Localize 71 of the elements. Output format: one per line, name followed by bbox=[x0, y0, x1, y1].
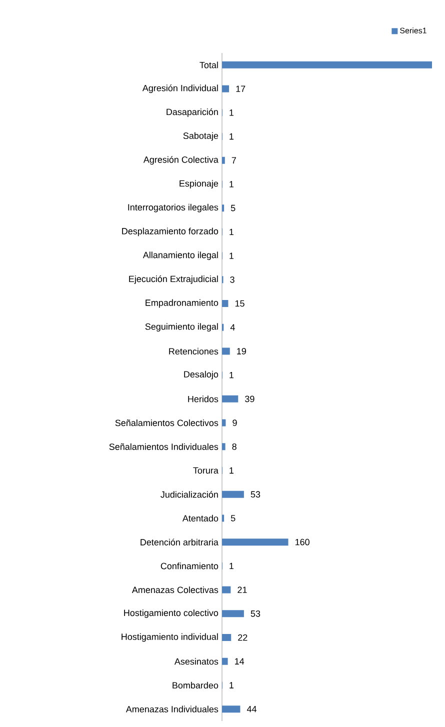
y-tick-label: Retenciones bbox=[169, 348, 218, 355]
bar bbox=[222, 85, 230, 92]
y-tick-label: Confinamiento bbox=[160, 562, 218, 570]
legend-label: Series1 bbox=[400, 27, 426, 34]
data-label: 8 bbox=[232, 443, 236, 450]
y-tick-label: Dasaparición bbox=[166, 108, 218, 117]
y-tick-label: Amenazas Colectivas bbox=[132, 586, 218, 594]
y-tick-label: Total bbox=[200, 62, 218, 68]
bar bbox=[222, 586, 231, 594]
bar bbox=[222, 61, 432, 68]
data-label: 14 bbox=[235, 658, 244, 664]
bar bbox=[222, 634, 232, 642]
y-tick-label: Allanamiento ilegal bbox=[142, 252, 218, 260]
data-label: 7 bbox=[232, 157, 236, 164]
y-tick-label: Agresión Individual bbox=[142, 84, 218, 94]
data-label: 1 bbox=[230, 181, 234, 188]
data-label: 19 bbox=[237, 348, 246, 354]
y-tick-label: Señalamientos Colectivos bbox=[115, 419, 218, 426]
bar bbox=[222, 348, 230, 355]
bar bbox=[222, 706, 240, 713]
y-tick-label: Atentado bbox=[182, 514, 218, 522]
data-label: 1 bbox=[230, 562, 234, 570]
y-tick-label: Torura bbox=[193, 467, 218, 474]
bar bbox=[222, 300, 228, 307]
data-label: 22 bbox=[238, 634, 248, 641]
y-tick-label: Bombardeo bbox=[172, 682, 218, 689]
data-label: 1 bbox=[230, 372, 234, 378]
y-tick-label: Asesinatos bbox=[174, 658, 218, 665]
y-tick-label: Amenazas Individuales bbox=[126, 706, 218, 712]
y-tick-label: Hostigamiento colectivo bbox=[124, 609, 218, 618]
data-label: 160 bbox=[295, 538, 310, 546]
y-tick-label: Desplazamiento forzado bbox=[122, 228, 218, 236]
data-label: 1 bbox=[230, 110, 234, 116]
y-tick-label: Seguimiento ilegal bbox=[145, 323, 218, 332]
data-label: 21 bbox=[238, 586, 247, 593]
bar bbox=[222, 658, 228, 665]
data-label: 3 bbox=[230, 276, 234, 283]
y-tick-label: Espionaje bbox=[180, 180, 218, 188]
data-label: 53 bbox=[250, 610, 260, 617]
bar bbox=[222, 538, 288, 546]
data-label: 5 bbox=[230, 515, 236, 522]
data-label: 1 bbox=[230, 467, 234, 474]
y-tick-label: Empadronamiento bbox=[146, 299, 218, 308]
data-label: 9 bbox=[232, 420, 237, 426]
y-tick-label: Detención arbitraria bbox=[140, 538, 218, 546]
bar bbox=[222, 419, 226, 426]
data-label: 4 bbox=[230, 324, 235, 330]
data-label: 15 bbox=[235, 300, 244, 307]
y-tick-label: Agresión Colectiva bbox=[143, 156, 218, 165]
y-tick-label: Judicialización bbox=[160, 490, 218, 498]
y-tick-label: Sabotaje bbox=[183, 132, 218, 141]
data-label: 1 bbox=[230, 252, 234, 259]
y-tick-label: Señalamientos Individuales bbox=[109, 443, 218, 450]
bar bbox=[222, 490, 244, 498]
data-label: 44 bbox=[246, 706, 256, 712]
bar bbox=[222, 610, 244, 618]
y-tick-label: Desalojo bbox=[184, 370, 218, 380]
data-label: 1 bbox=[230, 133, 234, 140]
data-label: 17 bbox=[236, 86, 246, 92]
y-tick-label: Heridos bbox=[188, 396, 218, 402]
data-label: 39 bbox=[245, 396, 254, 402]
y-tick-label: Ejecución Extrajudicial bbox=[129, 275, 218, 284]
bar bbox=[222, 156, 225, 164]
y-tick-label: Interrogatorios ilegales bbox=[128, 204, 218, 212]
data-label: 53 bbox=[250, 491, 260, 498]
y-tick-label: Hostigamiento individual bbox=[122, 633, 218, 642]
bar bbox=[222, 395, 238, 402]
data-label: 1 bbox=[230, 682, 234, 688]
bar bbox=[222, 443, 226, 450]
data-label: 1 bbox=[230, 228, 234, 236]
data-label: 5 bbox=[230, 204, 236, 212]
